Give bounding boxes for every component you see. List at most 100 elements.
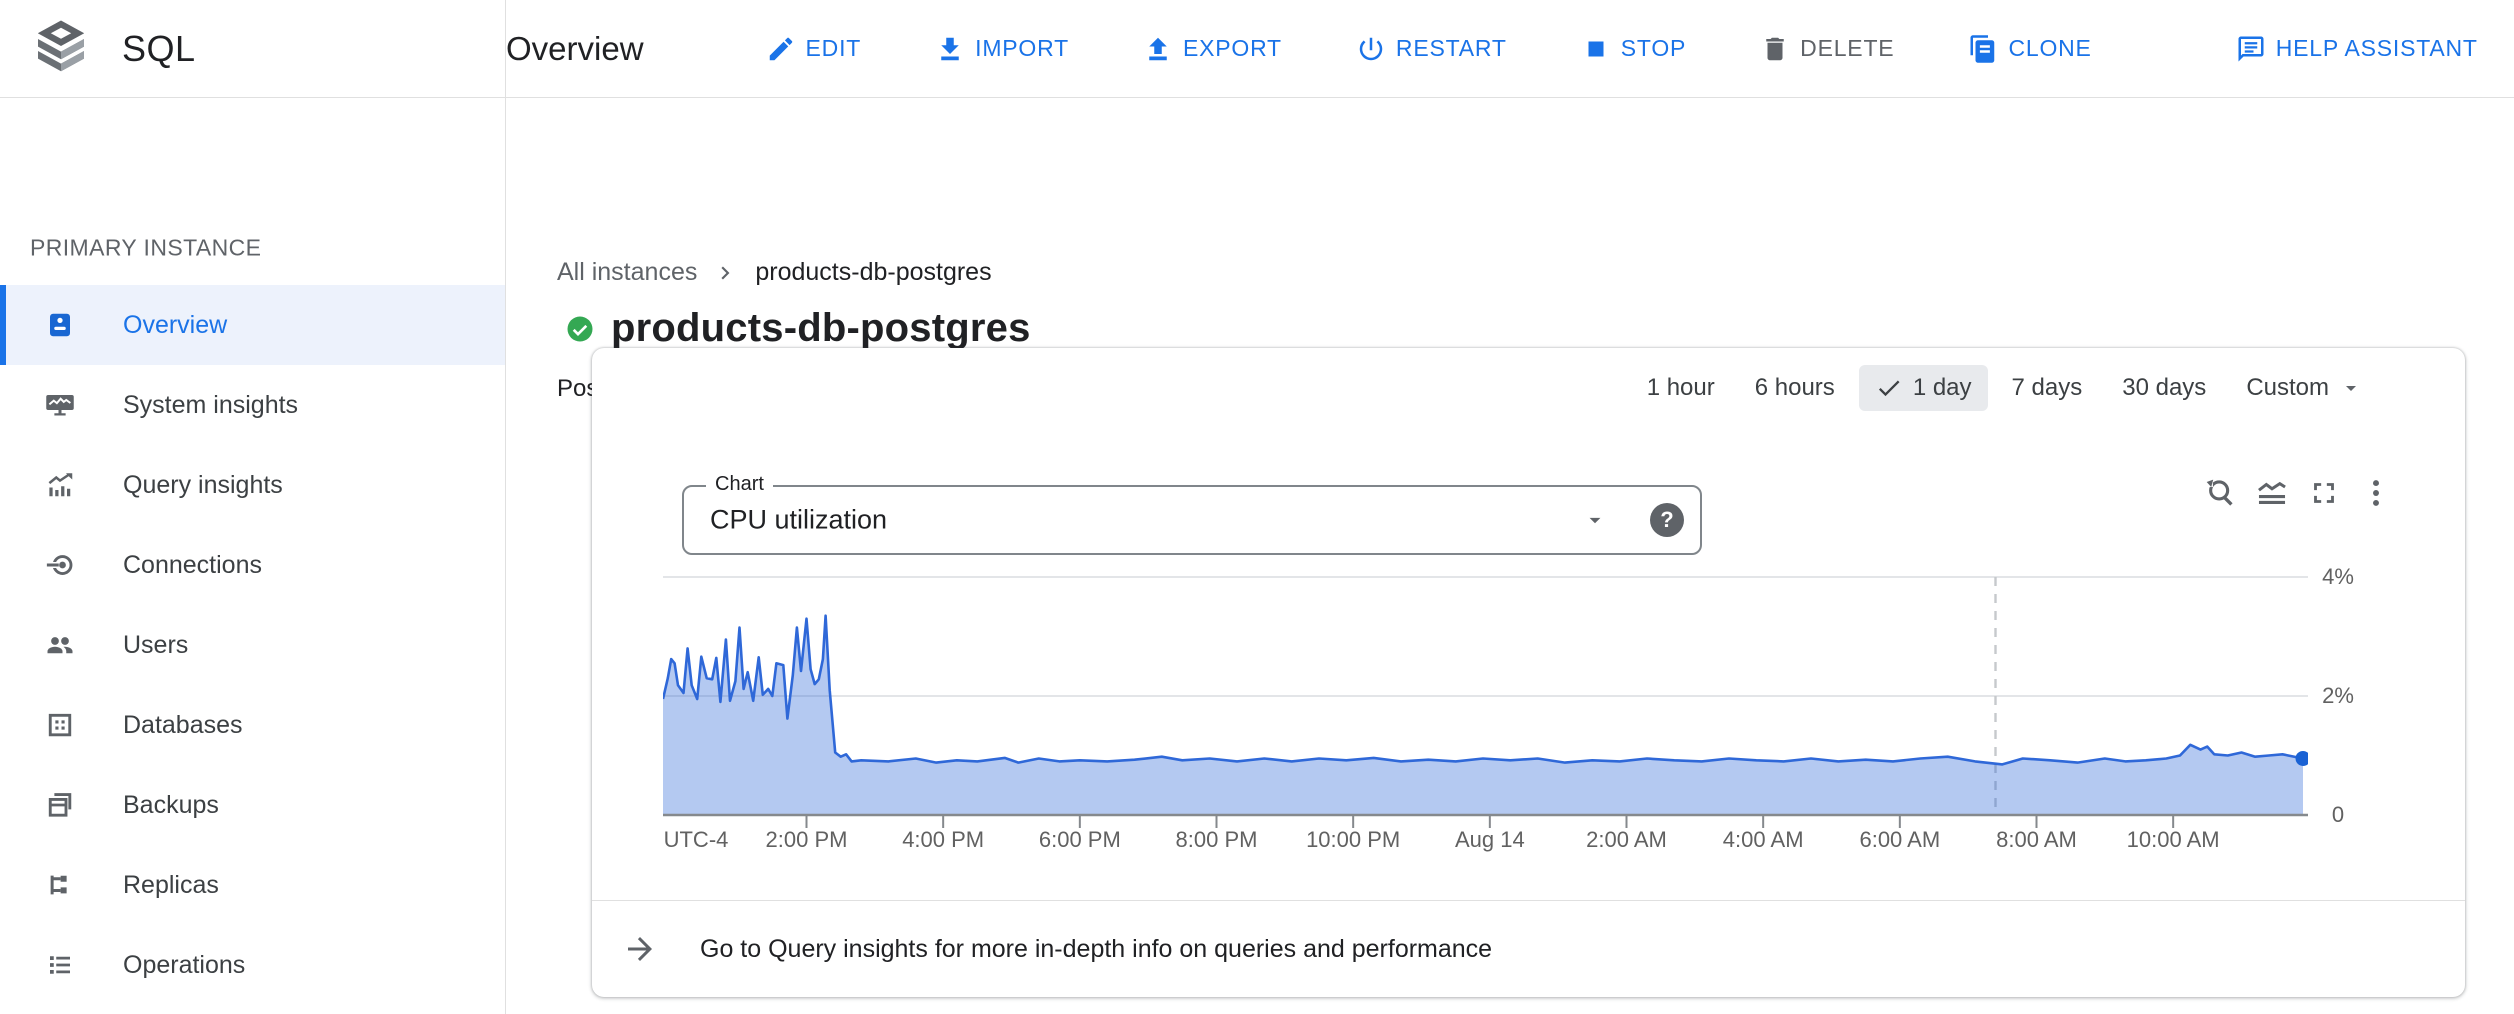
x-axis-label-4-00-am: 4:00 AM xyxy=(1722,827,1804,852)
time-range-label: 6 hours xyxy=(1754,374,1835,401)
sidebar: PRIMARY INSTANCE Overview System insights… xyxy=(0,98,506,1014)
y-axis-label-2-: 2% xyxy=(2322,683,2354,708)
breadcrumb-all-instances[interactable]: All instances xyxy=(557,258,698,286)
time-range-label: Custom xyxy=(2246,374,2329,401)
sidebar-item-users[interactable]: Users xyxy=(0,605,505,685)
main-content: All instances products-db-postgres produ… xyxy=(507,98,2514,1014)
time-range-selector: 1 hour 6 hours 1 day 7 days 30 days Custom xyxy=(1631,364,2389,412)
query-insights-link[interactable]: Go to Query insights for more in-depth i… xyxy=(592,900,2465,997)
sidebar-item-label: Query insights xyxy=(123,470,283,499)
sidebar-item-overview[interactable]: Overview xyxy=(0,285,505,365)
dropdown-arrow-icon[interactable] xyxy=(1582,507,1608,533)
action-label: IMPORT xyxy=(975,35,1069,61)
query-insights-icon xyxy=(45,470,75,500)
restart-icon xyxy=(1356,34,1386,64)
action-label: EXPORT xyxy=(1182,35,1282,61)
operations-icon xyxy=(45,950,75,980)
time-range-1-day[interactable]: 1 day xyxy=(1858,365,1988,411)
sidebar-item-label: Operations xyxy=(123,950,246,979)
sidebar-item-connections[interactable]: Connections xyxy=(0,525,505,605)
more-vert-button[interactable] xyxy=(2359,476,2393,510)
instance-name: products-db-postgres xyxy=(611,306,1031,350)
sidebar-nav: Overview System insights Query insights Con… xyxy=(0,285,505,1005)
action-label: DELETE xyxy=(1800,35,1895,61)
sidebar-item-backups[interactable]: Backups xyxy=(0,765,505,845)
connections-icon xyxy=(45,550,75,580)
x-axis-label-4-00-pm: 4:00 PM xyxy=(902,827,985,852)
users-icon xyxy=(45,630,75,660)
instance-title-row: products-db-postgres xyxy=(565,306,1031,351)
fullscreen-button[interactable] xyxy=(2307,476,2341,510)
action-edit-button[interactable]: EDIT xyxy=(766,34,862,64)
sidebar-item-label: Backups xyxy=(123,790,219,819)
x-axis-timezone-label: UTC-4 xyxy=(663,827,729,852)
x-axis-label-2-00-am: 2:00 AM xyxy=(1586,827,1667,852)
sidebar-item-system-insights[interactable]: System insights xyxy=(0,365,505,445)
check-circle-icon xyxy=(565,314,595,344)
backups-icon xyxy=(45,790,75,820)
product-brand: SQL xyxy=(0,0,506,97)
x-axis-label-10-00-am: 10:00 AM xyxy=(2126,827,2220,852)
time-range-label: 30 days xyxy=(2122,374,2207,401)
action-import-button[interactable]: IMPORT xyxy=(935,34,1069,64)
sidebar-item-query-insights[interactable]: Query insights xyxy=(0,445,505,525)
query-insights-link-text: Go to Query insights for more in-depth i… xyxy=(700,934,1493,963)
action-label: HELP ASSISTANT xyxy=(2275,35,2478,61)
instance-action-bar: EDIT IMPORT EXPORT RESTART STOP DELETE CLONE HE… xyxy=(766,34,2478,64)
sidebar-item-label: System insights xyxy=(123,390,299,419)
help-icon[interactable]: ? xyxy=(1650,503,1684,537)
sidebar-item-databases[interactable]: Databases xyxy=(0,685,505,765)
x-axis-label-6-00-pm: 6:00 PM xyxy=(1038,827,1121,852)
stop-icon xyxy=(1581,34,1611,64)
sidebar-item-replicas[interactable]: Replicas xyxy=(0,845,505,925)
x-axis-label-aug-14: Aug 14 xyxy=(1454,827,1525,852)
action-help-assistant-button[interactable]: HELP ASSISTANT xyxy=(2236,34,2478,64)
x-axis-label-6-00-am: 6:00 AM xyxy=(1859,827,1941,852)
cpu-area-fill xyxy=(663,615,2303,815)
clone-icon xyxy=(1968,34,1998,64)
chart-plot-area[interactable] xyxy=(663,556,2308,842)
x-axis-label-8-00-pm: 8:00 PM xyxy=(1175,827,1258,852)
chart-metric-select[interactable]: Chart CPU utilization ? xyxy=(682,473,1702,555)
help-assistant-icon xyxy=(2236,34,2266,64)
product-name: SQL xyxy=(122,27,196,69)
action-export-button[interactable]: EXPORT xyxy=(1143,34,1282,64)
chart-select-value: CPU utilization xyxy=(710,504,888,535)
triangle-down-icon xyxy=(2339,376,2363,400)
action-restart-button[interactable]: RESTART xyxy=(1356,34,1507,64)
time-range-label: 1 day xyxy=(1912,374,1972,401)
time-range-6-hours[interactable]: 6 hours xyxy=(1739,365,1851,411)
time-range-30-days[interactable]: 30 days xyxy=(2106,365,2222,411)
action-stop-button[interactable]: STOP xyxy=(1581,34,1686,64)
arrow-forward-icon xyxy=(622,931,658,967)
x-axis-label-2-00-pm: 2:00 PM xyxy=(765,827,848,852)
chart-select-label: Chart xyxy=(706,473,773,496)
metrics-card: 1 hour 6 hours 1 day 7 days 30 days Custom Ch… xyxy=(592,348,2465,997)
sidebar-item-operations[interactable]: Operations xyxy=(0,925,505,1005)
action-delete-button[interactable]: DELETE xyxy=(1760,34,1894,64)
sidebar-item-label: Replicas xyxy=(123,870,219,899)
action-label: CLONE xyxy=(2008,35,2092,61)
zoom-reset-button[interactable] xyxy=(2203,476,2237,510)
action-label: STOP xyxy=(1620,35,1687,61)
time-range-custom[interactable]: Custom xyxy=(2230,365,2389,411)
breadcrumb-current: products-db-postgres xyxy=(755,258,992,286)
page-header: Overview EDIT IMPORT EXPORT RESTART STOP DELE… xyxy=(506,0,2514,97)
chevron-right-icon xyxy=(713,260,739,286)
action-clone-button[interactable]: CLONE xyxy=(1968,34,2091,64)
time-range-7-days[interactable]: 7 days xyxy=(1996,365,2099,411)
x-axis-label-10-00-pm: 10:00 PM xyxy=(1306,827,1401,852)
import-icon xyxy=(935,34,965,64)
overview-icon xyxy=(45,310,75,340)
edit-icon xyxy=(766,34,796,64)
time-range-1-hour[interactable]: 1 hour xyxy=(1631,365,1731,411)
system-insights-icon xyxy=(45,390,75,420)
sidebar-item-label: Users xyxy=(123,630,189,659)
action-label: RESTART xyxy=(1395,35,1507,61)
area-chart-button[interactable] xyxy=(2255,476,2289,510)
y-axis-label-4-: 4% xyxy=(2322,564,2354,589)
cpu-line xyxy=(663,614,2304,766)
time-range-label: 1 hour xyxy=(1646,374,1715,401)
time-range-label: 7 days xyxy=(2011,374,2083,401)
